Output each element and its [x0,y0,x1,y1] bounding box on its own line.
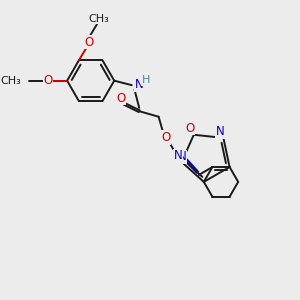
Text: O: O [116,92,125,105]
Text: H: H [141,75,150,85]
Text: N: N [178,150,187,164]
Text: CH₃: CH₃ [1,76,21,86]
Text: O: O [185,122,194,134]
Text: N: N [216,125,224,138]
Text: O: O [43,74,52,87]
Text: N: N [174,149,183,163]
Text: O: O [84,36,93,49]
Text: O: O [161,131,170,144]
Text: N: N [135,78,144,92]
Text: CH₃: CH₃ [88,14,109,24]
